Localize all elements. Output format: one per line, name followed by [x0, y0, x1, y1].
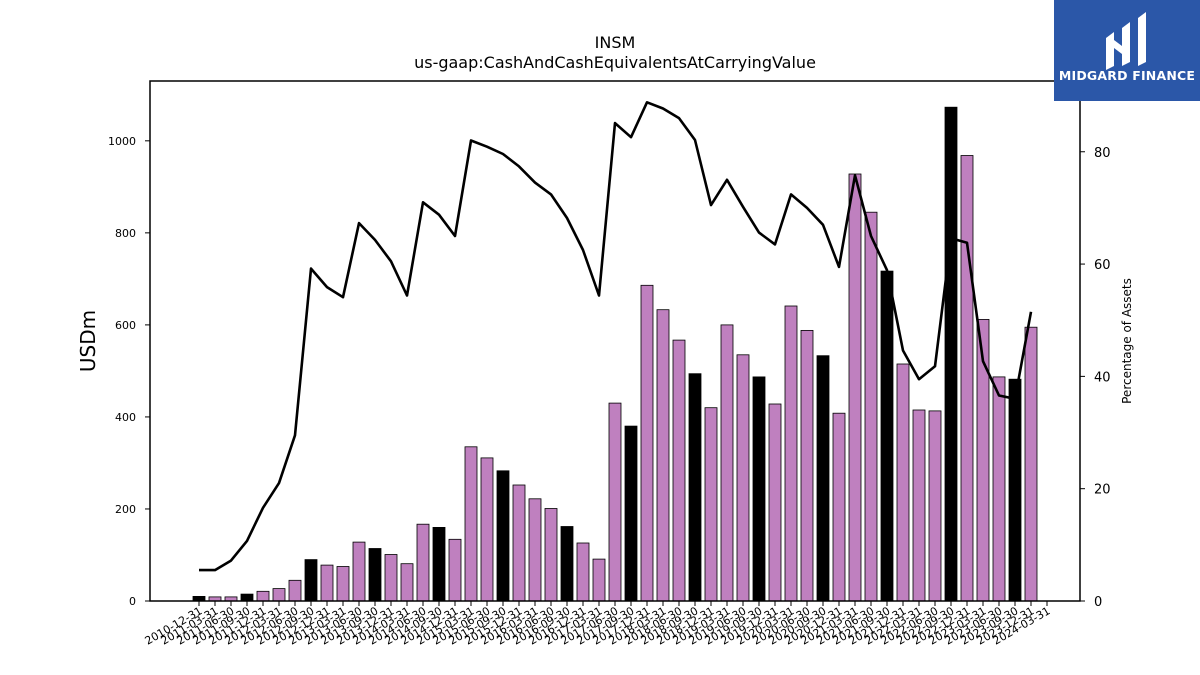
y-axis-label: USDm	[76, 310, 100, 372]
bar	[1024, 326, 1038, 602]
y2-tick-label: 60	[1094, 258, 1111, 273]
bar	[320, 564, 334, 602]
y2-tick-label: 40	[1094, 370, 1111, 385]
bar	[864, 211, 878, 602]
bar	[624, 425, 638, 602]
y-tick-label: 0	[129, 595, 136, 608]
bar	[896, 363, 910, 602]
bar	[336, 566, 350, 602]
y-tick-label: 400	[115, 411, 136, 424]
percentage-line	[199, 101, 1033, 572]
bar	[912, 409, 926, 602]
bar	[928, 410, 942, 602]
y2-tick-label: 0	[1094, 595, 1102, 610]
bar	[512, 484, 526, 602]
y2-tick-label: 80	[1094, 146, 1111, 161]
bar	[464, 446, 478, 602]
bar	[672, 339, 686, 602]
bar	[288, 579, 302, 602]
bar-series	[192, 106, 1038, 602]
bar	[736, 354, 750, 602]
bar	[544, 508, 558, 602]
bar	[496, 470, 510, 602]
bar	[768, 403, 782, 602]
y-tick-label: 1000	[108, 135, 136, 148]
bar	[1008, 378, 1022, 602]
bar	[960, 155, 974, 602]
bar	[352, 541, 366, 602]
bar	[304, 559, 318, 602]
logo: MIDGARD FINANCE	[1054, 0, 1200, 101]
midgard-m-icon	[1054, 0, 1200, 101]
bar	[848, 173, 862, 602]
y-tick-label: 200	[115, 503, 136, 516]
logo-text: MIDGARD FINANCE	[1058, 68, 1196, 83]
bar	[800, 329, 814, 602]
y2-axis-label: Percentage of Assets	[1120, 278, 1134, 404]
bar	[416, 523, 430, 602]
bar	[272, 588, 286, 602]
bar	[992, 376, 1006, 602]
bar	[560, 526, 574, 602]
bar	[944, 106, 958, 602]
bar	[640, 284, 654, 602]
bar	[720, 324, 734, 602]
bar	[784, 305, 798, 602]
bar	[576, 542, 590, 602]
bar	[432, 527, 446, 602]
bar	[656, 309, 670, 602]
y-tick-label: 800	[115, 227, 136, 240]
bar	[480, 457, 494, 602]
y-tick-label: 600	[115, 319, 136, 332]
y-axis-right: 0 20 40 60 80	[1080, 146, 1111, 610]
bar	[528, 498, 542, 602]
bar	[880, 270, 894, 602]
bar	[688, 373, 702, 602]
bar	[400, 563, 414, 602]
x-axis: 2010-12-312011-03-312011-06-302011-09-30…	[143, 601, 1053, 648]
chart-title: INSM	[595, 33, 636, 52]
bar	[592, 558, 606, 602]
bar	[816, 355, 830, 602]
y2-tick-label: 20	[1094, 483, 1111, 498]
bar	[704, 407, 718, 602]
y-axis-left: 0 200 400 600 800 1000	[108, 135, 150, 608]
bar	[448, 538, 462, 602]
bar	[384, 554, 398, 602]
chart-subtitle: us-gaap:CashAndCashEquivalentsAtCarrying…	[414, 53, 816, 72]
bar	[256, 590, 270, 602]
bar	[832, 412, 846, 602]
bar	[608, 402, 622, 602]
bar	[240, 593, 254, 602]
bar	[752, 376, 766, 602]
line-series	[199, 101, 1033, 572]
bar	[368, 548, 382, 602]
